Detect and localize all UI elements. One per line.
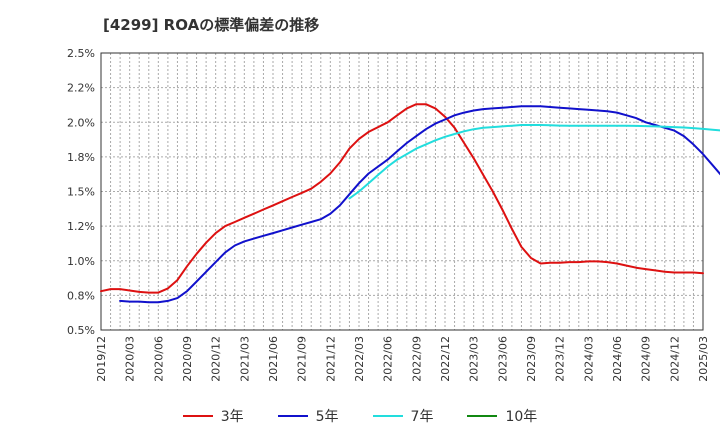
legend-label: 10年 (505, 409, 538, 425)
x-tick-label: 2020/12 (210, 336, 223, 382)
series-line-7年 (348, 124, 720, 200)
x-tick-label: 2023/12 (554, 336, 567, 382)
x-tick-label: 2022/12 (439, 336, 452, 382)
legend-item: 5年 (277, 406, 339, 426)
legend: 3年 5年 7年 10年 (0, 404, 720, 428)
series-line-5年 (119, 105, 720, 304)
y-tick-label: 1.8% (67, 151, 95, 164)
y-tick-label: 2.0% (67, 116, 95, 129)
x-tick-label: 2019/12 (95, 336, 108, 382)
x-tick-label: 2020/06 (152, 336, 165, 382)
axes (100, 52, 704, 331)
x-tick-label: 2020/09 (181, 336, 194, 382)
y-tick-label: 0.8% (67, 289, 95, 302)
chart-title: [4299] ROAの標準偏差の推移 (103, 16, 320, 34)
legend-label: 3年 (220, 409, 244, 425)
x-tick-label: 2022/06 (382, 336, 395, 382)
x-tick-label: 2021/06 (267, 336, 280, 382)
y-tick-label: 1.5% (67, 186, 95, 199)
x-tick-label: 2022/03 (353, 336, 366, 382)
x-tick-label: 2021/12 (324, 336, 337, 382)
y-tick-label: 0.5% (67, 324, 95, 337)
x-tick-label: 2022/09 (410, 336, 423, 382)
x-tick-label: 2025/03 (697, 336, 710, 382)
x-tick-label: 2024/12 (668, 336, 681, 382)
x-tick-label: 2021/09 (296, 336, 309, 382)
x-tick-labels: 2019/12 2020/03 2020/06 2020/09 2020/12 2021/… (95, 336, 710, 382)
legend-swatch (277, 415, 308, 417)
y-tick-label: 2.2% (67, 82, 95, 95)
x-tick-label: 2023/09 (525, 336, 538, 382)
legend-item: 7年 (372, 406, 434, 426)
x-tick-label: 2024/03 (582, 336, 595, 382)
legend-item: 10年 (467, 406, 537, 426)
series-line-3年 (100, 103, 704, 294)
x-tick-label: 2023/03 (468, 336, 481, 382)
legend-swatch (182, 415, 213, 417)
x-tick-label: 2024/06 (611, 336, 624, 382)
legend-item: 3年 (182, 406, 244, 426)
legend-swatch (372, 415, 403, 417)
x-tick-label: 2021/03 (238, 336, 251, 382)
y-tick-label: 1.2% (67, 220, 95, 233)
y-tick-labels: 0.5% 0.8% 1.0% 1.2% 1.5% 1.8% 2.0% 2.2% 2.5% (67, 47, 95, 337)
x-tick-label: 2024/09 (640, 336, 653, 382)
legend-label: 5年 (315, 409, 339, 425)
series-lines (100, 103, 720, 304)
legend-label: 7年 (410, 409, 434, 425)
grid-lines (101, 53, 703, 330)
y-tick-label: 1.0% (67, 255, 95, 268)
x-tick-label: 2023/06 (496, 336, 509, 382)
plot-frame (100, 52, 704, 331)
y-tick-label: 2.5% (67, 47, 95, 60)
x-tick-label: 2020/03 (124, 336, 137, 382)
legend-swatch (467, 415, 498, 417)
